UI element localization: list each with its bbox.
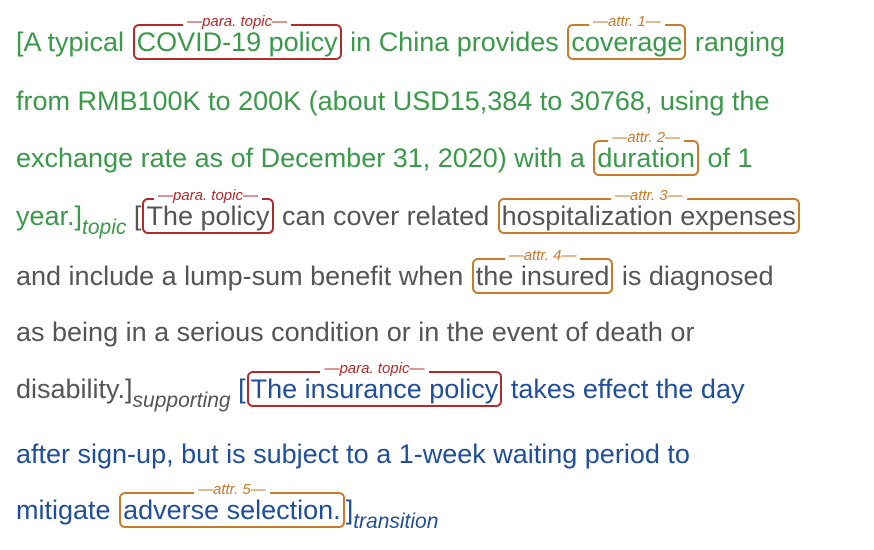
- topic-text-start: [A typical: [16, 27, 125, 57]
- topic-text-end: ranging: [694, 27, 785, 57]
- topic-text-start: exchange rate as of December 31, 2020) w…: [16, 143, 585, 173]
- attr-box-5: attr. 5adverse selection.: [119, 482, 345, 528]
- transition-line-8: after sign-up, but is subject to a 1-wee…: [16, 439, 690, 469]
- supporting-text-start: and include a lump-sum benefit when: [16, 261, 464, 291]
- para-topic-box-1: para. topicCOVID-19 policy: [132, 14, 342, 60]
- attr-tag-4: attr. 4: [504, 248, 581, 264]
- attr-text-4: the insured: [475, 261, 610, 291]
- supporting-line-6: as being in a serious condition or in th…: [16, 317, 695, 347]
- transition-text-start: mitigate: [16, 495, 111, 525]
- supporting-open-bracket: [: [133, 201, 142, 231]
- para-topic-text: The insurance policy: [250, 374, 499, 404]
- para-topic-tag: para. topic: [183, 14, 292, 30]
- para-topic-tag: para. topic: [153, 188, 262, 204]
- topic-line-1: [A typical para. topicCOVID-19 policy in…: [16, 14, 785, 60]
- attr-box-3: attr. 3hospitalization expenses: [497, 188, 800, 234]
- supporting-segment-label: supporting: [132, 389, 231, 412]
- topic-text-end: of 1: [707, 143, 753, 173]
- topic-line-3: exchange rate as of December 31, 2020) w…: [16, 130, 753, 176]
- transition-segment-label: transition: [353, 510, 439, 533]
- supporting-text-end: disability.]: [16, 374, 133, 404]
- topic-text-mid: in China provides: [350, 27, 559, 57]
- transition-text-end: takes effect the day: [510, 374, 745, 404]
- mixed-line-4: year.]topic [para. topicThe policy can c…: [16, 188, 801, 239]
- topic-segment-label: topic: [82, 216, 127, 239]
- attr-text-2: duration: [597, 143, 695, 173]
- attr-tag-3: attr. 3: [610, 188, 687, 204]
- attr-text-1: coverage: [571, 27, 683, 57]
- attr-tag-5: attr. 5: [193, 482, 270, 498]
- attr-box-4: attr. 4the insured: [471, 248, 614, 294]
- topic-text-end: year.]: [16, 201, 83, 231]
- para-topic-box-2: para. topicThe policy: [142, 188, 274, 234]
- supporting-text-mid: can cover related: [282, 201, 490, 231]
- attr-box-1: attr. 1coverage: [567, 14, 687, 60]
- para-topic-box-3: para. topicThe insurance policy: [246, 361, 503, 407]
- para-topic-text: COVID-19 policy: [136, 27, 338, 57]
- transition-line-9: mitigate attr. 5adverse selection.]trans…: [16, 482, 439, 534]
- attr-text-3: hospitalization expenses: [501, 201, 796, 231]
- para-topic-tag: para. topic: [320, 361, 429, 377]
- para-topic-text: The policy: [146, 201, 270, 231]
- supporting-text-end: is diagnosed: [621, 261, 774, 291]
- mixed-line-7: disability.]supporting [para. topicThe i…: [16, 361, 745, 413]
- topic-line-2: from RMB100K to 200K (about USD15,384 to…: [16, 86, 770, 116]
- transition-open-bracket: [: [238, 374, 246, 404]
- attr-tag-2: attr. 2: [608, 130, 685, 146]
- attr-text-5: adverse selection.: [123, 495, 341, 525]
- attr-tag-1: attr. 1: [588, 14, 665, 30]
- transition-close-bracket: ]: [345, 495, 354, 525]
- attr-box-2: attr. 2duration: [593, 130, 699, 176]
- supporting-line-5: and include a lump-sum benefit when attr…: [16, 248, 774, 294]
